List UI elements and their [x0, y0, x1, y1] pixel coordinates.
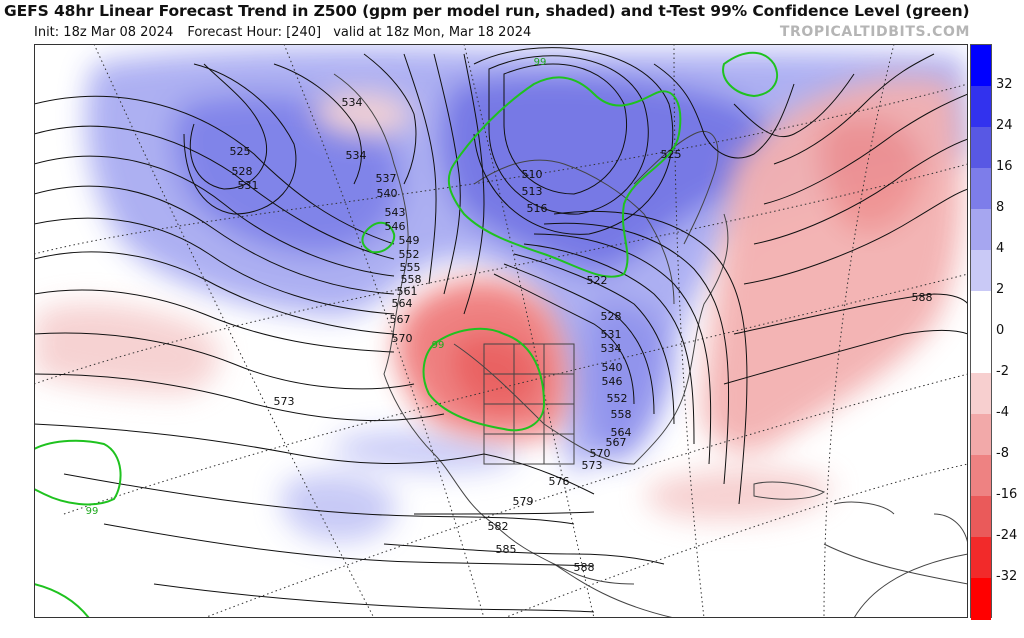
colorbar-segment [971, 127, 991, 169]
contour-label: 534 [346, 149, 367, 162]
colorbar-segment [971, 86, 991, 128]
contour-label: 525 [230, 145, 251, 158]
contour-label: 561 [397, 285, 418, 298]
colorbar-tick-label: -4 [996, 405, 1009, 420]
confidence-contours [33, 51, 779, 619]
colorbar-segment [971, 414, 991, 456]
contour-label: 528 [601, 310, 622, 323]
chart-subtitle: Init: 18z Mar 08 2024 Forecast Hour: [24… [34, 25, 531, 40]
confidence-labels: 99 99 99 [86, 57, 547, 517]
colorbar-tick-label: 4 [996, 241, 1005, 256]
contour-label: 564 [392, 297, 413, 310]
colorbar-tick-label: 8 [996, 200, 1005, 215]
contour-label: 585 [496, 543, 517, 556]
contour-label: 588 [574, 561, 595, 574]
colorbar-segment [971, 455, 991, 497]
contour-label: 522 [587, 274, 608, 287]
colorbar-tick-label: -2 [996, 364, 1009, 379]
contour-label: 540 [602, 361, 623, 374]
height-contours [33, 47, 969, 613]
confidence-label: 99 [534, 57, 547, 68]
confidence-label: 99 [86, 506, 99, 517]
contour-label: 549 [399, 234, 420, 247]
contour-label: 558 [401, 273, 422, 286]
colorbar-tick-label: 24 [996, 118, 1013, 133]
colorbar-segment [971, 537, 991, 579]
contour-label: 576 [549, 475, 570, 488]
contour-label: 567 [390, 313, 411, 326]
colorbar-segment [971, 168, 991, 210]
colorbar-tick-label: -16 [996, 487, 1018, 502]
contour-label: 552 [399, 248, 420, 261]
chart-title: GEFS 48hr Linear Forecast Trend in Z500 … [4, 2, 970, 20]
contour-label: 513 [522, 185, 543, 198]
graticule [33, 43, 969, 619]
contour-label: 567 [606, 436, 627, 449]
contour-label: 546 [602, 375, 623, 388]
contour-label: 552 [607, 392, 628, 405]
colorbar-tick-label: -24 [996, 528, 1018, 543]
contour-label: 528 [232, 165, 253, 178]
contour-label: 543 [385, 206, 406, 219]
colorbar-segment [971, 373, 991, 415]
colorbar-tick-label: -32 [996, 569, 1018, 584]
contour-label: 558 [611, 408, 632, 421]
contour-label: 588 [912, 291, 933, 304]
source-credit: TROPICALTIDBITS.COM [779, 24, 970, 40]
contour-labels: 534 534 525 528 531 537 540 543 546 549 … [230, 96, 933, 574]
colorbar-tick-label: 16 [996, 159, 1013, 174]
forecast-hour: Forecast Hour: [240] [187, 25, 322, 40]
map-canvas: 534 534 525 528 531 537 540 543 546 549 … [33, 43, 969, 619]
contour-label: 555 [400, 261, 421, 274]
colorbar-tick-label: 0 [996, 323, 1005, 338]
contour-label: 570 [392, 332, 413, 345]
contour-label: 510 [522, 168, 543, 181]
contour-label: 573 [274, 395, 295, 408]
colorbar-segment [971, 45, 991, 87]
contour-label: 564 [611, 426, 632, 439]
forecast-map: 534 534 525 528 531 537 540 543 546 549 … [33, 43, 969, 619]
contour-label: 582 [488, 520, 509, 533]
colorbar-tick-label: 2 [996, 282, 1005, 297]
colorbar-tick-label: -8 [996, 446, 1009, 461]
contour-label: 534 [601, 342, 622, 355]
colorbar-tick-label: 32 [996, 77, 1013, 92]
valid-time: valid at 18z Mon, Mar 18 2024 [333, 25, 532, 40]
contour-label: 570 [590, 447, 611, 460]
colorbar-segment [971, 496, 991, 538]
contour-label: 525 [661, 148, 682, 161]
contour-label: 540 [377, 187, 398, 200]
confidence-region-northeast [722, 51, 779, 98]
coastlines [333, 73, 969, 619]
contour-label: 573 [582, 459, 603, 472]
confidence-region-north [447, 76, 682, 278]
colorbar-segment [971, 291, 991, 333]
init-time: Init: 18z Mar 08 2024 [34, 25, 174, 40]
confidence-region-southwest [33, 583, 90, 619]
confidence-label: 99 [432, 340, 445, 351]
contour-label: 579 [513, 495, 534, 508]
colorbar-segment [971, 332, 991, 374]
contour-label: 531 [238, 179, 259, 192]
confidence-region-pacific [33, 439, 122, 506]
colorbar [970, 44, 992, 620]
contour-label: 534 [342, 96, 363, 109]
contour-label: 546 [385, 220, 406, 233]
contour-label: 537 [376, 172, 397, 185]
positive-trend-shading [34, 76, 963, 521]
colorbar-segment [971, 209, 991, 251]
colorbar-segment [971, 250, 991, 292]
colorbar-segment [971, 578, 991, 620]
map-border [34, 44, 968, 618]
confidence-region-west [422, 327, 546, 432]
contour-label: 531 [601, 328, 622, 341]
confidence-region-coast [361, 221, 396, 254]
contour-label: 516 [527, 202, 548, 215]
